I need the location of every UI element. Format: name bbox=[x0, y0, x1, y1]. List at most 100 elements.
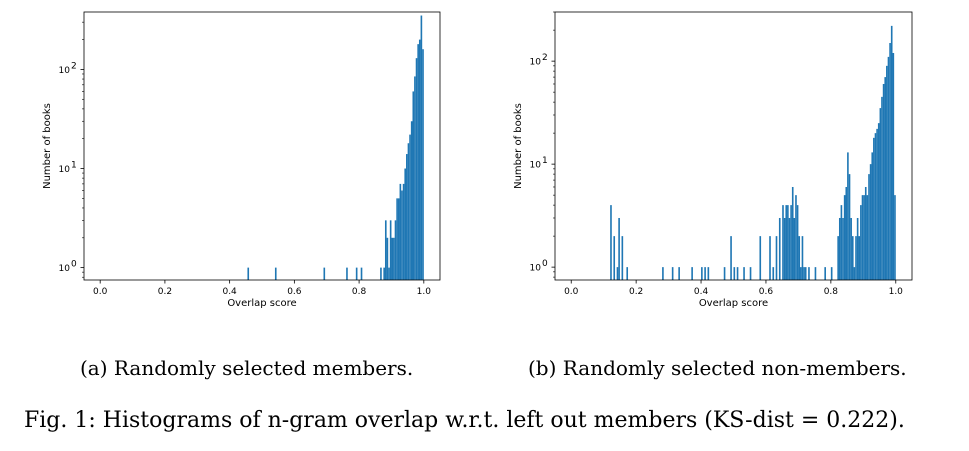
histogram-bar bbox=[848, 174, 851, 280]
histogram-bar bbox=[876, 128, 878, 280]
histogram-bar bbox=[621, 236, 624, 280]
x-tick-label: 0.0 bbox=[93, 287, 108, 297]
histogram-bar bbox=[772, 267, 775, 280]
histogram-bar bbox=[801, 236, 804, 280]
histogram-bar bbox=[422, 49, 424, 280]
histogram-bar bbox=[346, 267, 348, 280]
y-tick-label: 10 bbox=[59, 165, 71, 175]
histogram-bar bbox=[800, 267, 802, 280]
histogram-bar bbox=[355, 267, 358, 280]
histogram-bar bbox=[769, 236, 771, 280]
histogram-bar bbox=[397, 198, 400, 280]
x-tick-label: 0.4 bbox=[222, 287, 237, 297]
histogram-bar bbox=[892, 52, 895, 280]
histogram-bar bbox=[814, 267, 817, 280]
histogram-bar bbox=[414, 76, 416, 280]
histogram-bar bbox=[808, 267, 810, 280]
plot-frame bbox=[83, 11, 441, 281]
histogram-bar bbox=[838, 217, 841, 280]
y-tick-label: 10 bbox=[530, 161, 542, 171]
histogram-bar bbox=[412, 91, 415, 281]
y-tick-exponent: 1 bbox=[71, 161, 77, 171]
histogram-bar bbox=[407, 143, 410, 280]
histogram-bar bbox=[866, 195, 869, 280]
histogram-bar bbox=[610, 205, 612, 280]
histogram-bar bbox=[804, 267, 807, 280]
histogram-bar bbox=[388, 267, 390, 280]
x-tick-label: 0.0 bbox=[564, 287, 579, 297]
histogram-bar bbox=[396, 198, 398, 280]
histogram-bar bbox=[380, 267, 382, 280]
histogram-bar bbox=[415, 58, 418, 280]
histogram-bar bbox=[803, 267, 805, 280]
histogram-bar bbox=[749, 267, 752, 280]
histogram-bar bbox=[401, 190, 403, 280]
histogram-bar bbox=[842, 217, 844, 280]
histogram-bar bbox=[884, 77, 887, 280]
x-axis-label: Overlap score bbox=[227, 298, 296, 309]
histogram-bar bbox=[869, 164, 872, 280]
histogram-bar bbox=[389, 220, 392, 280]
x-axis-label: Overlap score bbox=[699, 298, 768, 309]
histogram-bar bbox=[707, 267, 710, 280]
histogram-bar bbox=[886, 65, 888, 280]
histogram-bar bbox=[858, 236, 861, 280]
histogram-bar bbox=[383, 267, 385, 280]
histogram-bar bbox=[736, 267, 739, 280]
histogram-bar bbox=[877, 123, 880, 281]
histogram-bar bbox=[864, 186, 867, 280]
histogram-bar bbox=[723, 267, 726, 280]
x-tick-label: 1.0 bbox=[889, 287, 904, 297]
histogram-bar bbox=[323, 267, 326, 280]
caption-b: (b) Randomly selected non-members. bbox=[528, 356, 907, 380]
histogram-bar bbox=[391, 237, 394, 280]
histogram-bar bbox=[787, 205, 789, 280]
histogram-bar bbox=[830, 267, 833, 280]
histogram-bar bbox=[785, 205, 788, 280]
histogram-bar bbox=[855, 236, 857, 280]
histogram-bar bbox=[247, 267, 250, 280]
histogram-bar bbox=[399, 183, 402, 280]
histogram-bar bbox=[887, 56, 890, 280]
histogram-bar bbox=[882, 83, 885, 281]
histogram-bar bbox=[743, 267, 745, 280]
histogram-bar bbox=[837, 236, 839, 280]
histogram-bar bbox=[671, 267, 674, 280]
histogram-bar bbox=[873, 137, 875, 280]
y-tick-label: 10 bbox=[530, 58, 542, 68]
histogram-bar bbox=[796, 205, 799, 280]
histogram-bar bbox=[824, 267, 826, 280]
plot-frame bbox=[554, 11, 913, 281]
histogram-bar bbox=[410, 121, 413, 280]
histogram-bar bbox=[386, 237, 389, 280]
histogram-bar bbox=[616, 267, 619, 280]
histogram-bar bbox=[861, 195, 864, 280]
histogram-bar bbox=[394, 220, 397, 280]
histogram-bar bbox=[420, 15, 423, 280]
histogram-bar bbox=[404, 168, 407, 280]
histogram-bar bbox=[402, 183, 405, 280]
histogram-bar bbox=[894, 195, 896, 280]
histogram-bar bbox=[409, 134, 411, 280]
histogram-bar bbox=[843, 195, 846, 280]
histogram-bar bbox=[860, 205, 862, 280]
histogram-bar bbox=[879, 108, 882, 280]
histogram-bar bbox=[393, 237, 395, 280]
x-tick-label: 1.0 bbox=[417, 287, 432, 297]
figure-caption: Fig. 1: Histograms of n-gram overlap w.r… bbox=[24, 408, 905, 433]
x-tick-label: 0.8 bbox=[352, 287, 367, 297]
histogram-bar bbox=[418, 39, 421, 281]
y-tick-exponent: 2 bbox=[71, 61, 77, 71]
histogram-bar bbox=[778, 217, 781, 280]
histogram-bar bbox=[840, 205, 843, 280]
histogram-bar bbox=[856, 217, 859, 280]
histogram-bar bbox=[782, 205, 784, 280]
x-tick-label: 0.6 bbox=[287, 287, 302, 297]
histogram-bar bbox=[791, 186, 794, 280]
histogram-bar bbox=[798, 236, 801, 280]
histogram-bar bbox=[881, 96, 883, 280]
histogram-bar bbox=[360, 267, 363, 280]
histogram-bar bbox=[783, 217, 786, 280]
